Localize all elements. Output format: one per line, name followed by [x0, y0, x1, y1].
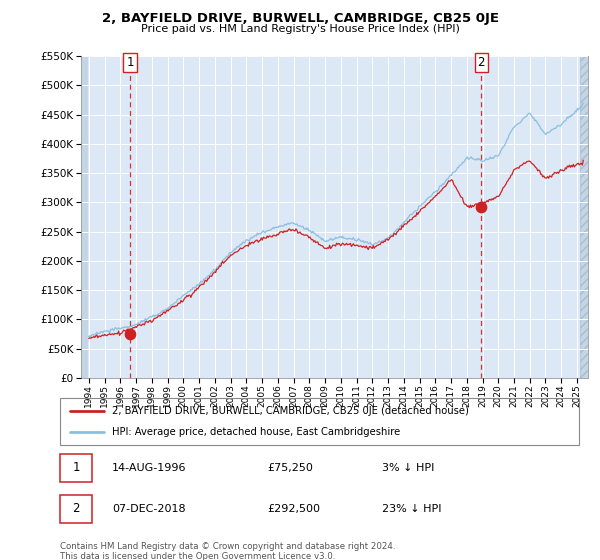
Point: [476, 202, 486, 211]
Text: 1: 1: [73, 461, 80, 474]
Text: 14-AUG-1996: 14-AUG-1996: [112, 463, 187, 473]
Text: £75,250: £75,250: [268, 463, 313, 473]
Text: 2: 2: [478, 56, 485, 69]
Text: 3% ↓ HPI: 3% ↓ HPI: [382, 463, 434, 473]
FancyBboxPatch shape: [60, 454, 92, 482]
Text: Price paid vs. HM Land Registry's House Price Index (HPI): Price paid vs. HM Land Registry's House …: [140, 24, 460, 34]
Text: 23% ↓ HPI: 23% ↓ HPI: [382, 504, 441, 514]
Text: 1: 1: [127, 56, 134, 69]
Text: HPI: Average price, detached house, East Cambridgeshire: HPI: Average price, detached house, East…: [112, 427, 400, 437]
Text: 2, BAYFIELD DRIVE, BURWELL, CAMBRIDGE, CB25 0JE: 2, BAYFIELD DRIVE, BURWELL, CAMBRIDGE, C…: [101, 12, 499, 25]
FancyBboxPatch shape: [60, 495, 92, 522]
Text: Contains HM Land Registry data © Crown copyright and database right 2024.
This d: Contains HM Land Registry data © Crown c…: [60, 542, 395, 560]
Text: 2: 2: [73, 502, 80, 515]
Text: 2, BAYFIELD DRIVE, BURWELL, CAMBRIDGE, CB25 0JE (detached house): 2, BAYFIELD DRIVE, BURWELL, CAMBRIDGE, C…: [112, 406, 469, 416]
Text: £292,500: £292,500: [268, 504, 320, 514]
Point: [125, 329, 135, 338]
Text: 07-DEC-2018: 07-DEC-2018: [112, 504, 185, 514]
